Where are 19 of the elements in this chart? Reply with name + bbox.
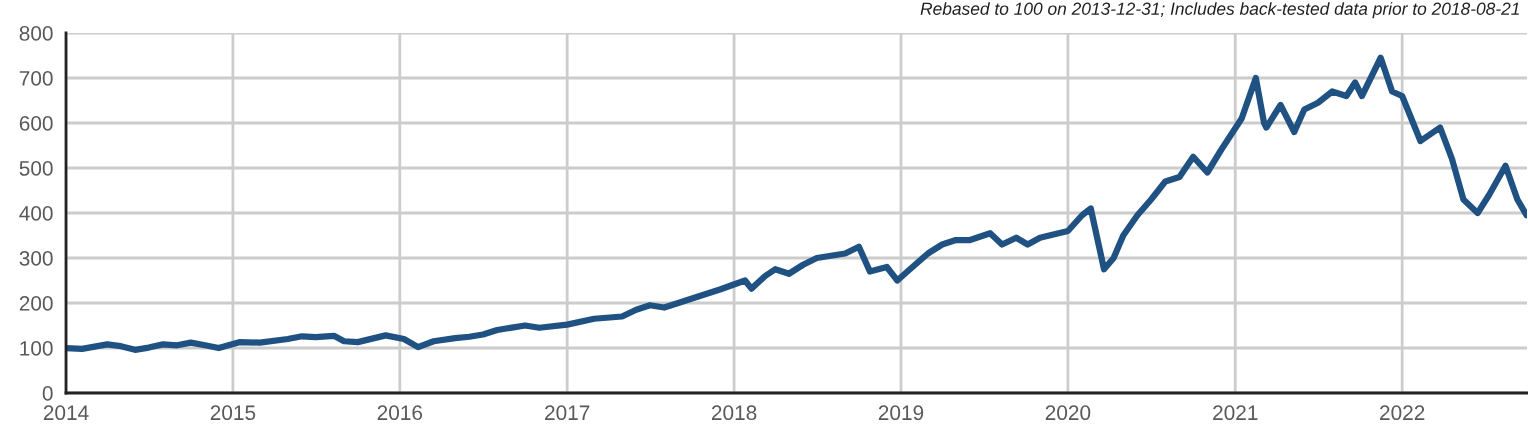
x-tick-label: 2019 [878, 405, 924, 421]
y-tick-label: 800 [19, 26, 53, 41]
y-tick-label: 100 [20, 341, 53, 356]
x-tick-label: 2016 [377, 405, 423, 421]
y-tick-label: 600 [19, 116, 53, 131]
y-tick-label: 200 [19, 296, 53, 311]
text: Rebased to 100 on 2013-12-31; Includes back-tested data prior to 2018-08-21 [920, 2, 1519, 19]
y-tick-label: 300 [19, 251, 53, 266]
x-tick-label: 2017 [545, 405, 590, 421]
x-tick-label: 2022 [1380, 405, 1425, 421]
y-tick-label: 0 [42, 386, 53, 401]
y-tick-label: 700 [19, 71, 53, 86]
y-tick-label: 400 [19, 206, 53, 221]
x-tick-label: 2021 [1213, 405, 1258, 421]
x-tick-label: 2014 [43, 405, 89, 421]
x-tick-label: 2015 [210, 405, 256, 421]
x-tick-label: 2020 [1045, 405, 1091, 421]
x-tick-label: 2018 [711, 405, 757, 421]
y-tick-label: 500 [19, 161, 53, 176]
